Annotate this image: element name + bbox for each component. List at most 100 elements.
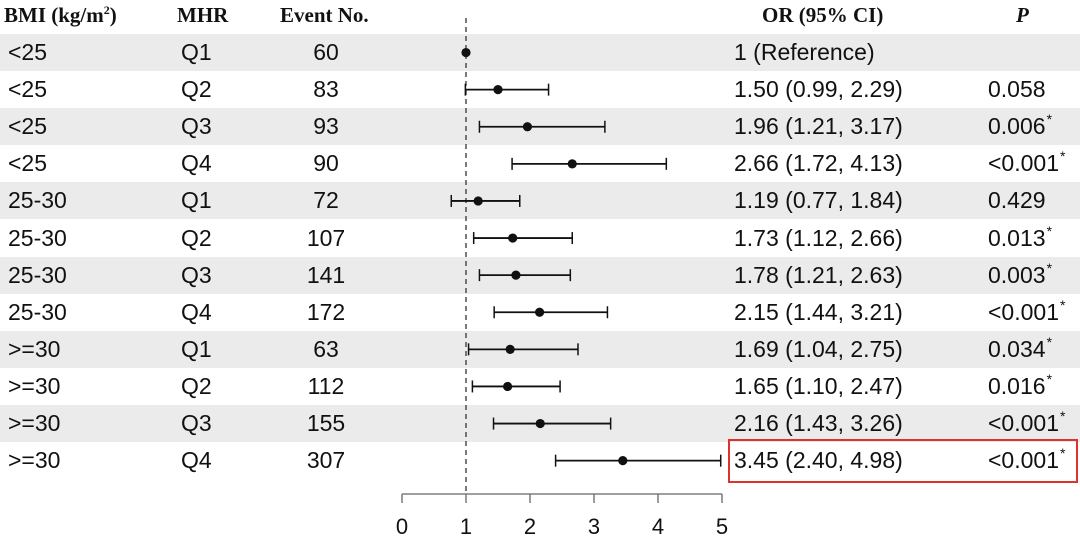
p-value-text: 0.013: [988, 224, 1046, 251]
event-count-cell: 141: [306, 261, 346, 288]
bmi-cell: 25-30: [8, 224, 67, 251]
bmi-cell: 25-30: [8, 261, 67, 288]
mhr-cell: Q4: [181, 298, 212, 325]
or-ci-cell: 1.78 (1.21, 2.63): [734, 261, 903, 288]
significance-marker: *: [1060, 445, 1066, 462]
p-value-cell: 0.016*: [988, 368, 1052, 405]
x-tick-label: 0: [396, 514, 408, 539]
or-point: [493, 85, 503, 95]
bmi-cell: <25: [8, 76, 48, 103]
event-count-cell: 107: [306, 224, 346, 251]
event-count-cell: 155: [306, 410, 346, 436]
x-tick-label: 1: [460, 514, 472, 539]
or-ci-cell: 2.16 (1.43, 3.26): [734, 410, 903, 436]
mhr-cell: Q3: [181, 410, 212, 436]
p-value-text: 0.003: [988, 261, 1046, 288]
or-point: [508, 233, 518, 243]
p-value-text: <0.001: [988, 150, 1059, 177]
p-value-text: <0.001: [988, 410, 1059, 436]
event-count-cell: 172: [306, 298, 346, 325]
mhr-cell: Q3: [181, 113, 212, 140]
significance-marker: *: [1046, 370, 1053, 387]
mhr-cell: Q1: [181, 335, 212, 362]
event-count-cell: 60: [313, 39, 339, 65]
p-value-cell: 0.006*: [988, 108, 1052, 145]
or-point: [535, 418, 545, 429]
p-value-cell: <0.001*: [988, 442, 1065, 479]
bmi-cell: 25-30: [8, 187, 67, 214]
significance-marker: *: [1060, 296, 1066, 313]
bmi-cell: <25: [8, 113, 48, 140]
p-value-text: <0.001: [988, 298, 1059, 325]
or-point: [511, 270, 521, 280]
mhr-cell: Q4: [181, 150, 212, 177]
event-count-cell: 83: [313, 76, 339, 103]
p-value-text: 0.034: [988, 335, 1046, 362]
p-value-text: 0.058: [988, 76, 1046, 103]
or-point: [522, 122, 533, 132]
or-ci-cell: 1.73 (1.12, 2.66): [734, 224, 903, 251]
p-value-cell: 0.003*: [988, 257, 1052, 294]
bmi-cell: >=30: [8, 372, 61, 399]
p-value-cell: 0.034*: [988, 331, 1052, 368]
p-value-text: 0.006: [988, 113, 1046, 140]
x-tick-label: 4: [652, 514, 664, 539]
mhr-cell: Q1: [181, 187, 212, 214]
mhr-cell: Q1: [181, 39, 212, 65]
header-bmi: BMI (kg/m2): [4, 3, 117, 27]
significance-marker: *: [1046, 111, 1053, 128]
header-p-value: P: [1016, 3, 1029, 27]
mhr-cell: Q3: [181, 261, 212, 288]
p-value-cell: 0.013*: [988, 220, 1052, 257]
p-value-cell: <0.001*: [988, 145, 1065, 182]
significance-marker: *: [1060, 148, 1066, 165]
p-value-cell: <0.001*: [988, 294, 1065, 331]
p-value-text: 0.016: [988, 372, 1046, 399]
event-count-cell: 63: [313, 335, 339, 362]
or-ci-cell: 1.19 (0.77, 1.84): [734, 187, 903, 214]
p-value-cell: 0.058: [988, 71, 1046, 108]
row-stripe: [0, 182, 1080, 220]
significance-marker: *: [1046, 333, 1053, 350]
p-value-text: <0.001: [988, 447, 1059, 474]
bmi-cell: 25-30: [8, 298, 67, 325]
or-point: [461, 47, 471, 58]
mhr-cell: Q2: [181, 76, 212, 103]
p-value-text: 0.429: [988, 187, 1046, 214]
x-tick-label: 5: [716, 514, 728, 539]
or-ci-cell: 2.15 (1.44, 3.21): [734, 298, 903, 325]
event-count-cell: 112: [307, 372, 345, 399]
p-value-cell: <0.001*: [988, 405, 1065, 442]
event-count-cell: 307: [306, 447, 346, 474]
x-tick-label: 2: [524, 514, 536, 539]
or-point: [567, 159, 577, 169]
or-ci-cell: 2.66 (1.72, 4.13): [734, 150, 903, 177]
bmi-cell: <25: [8, 150, 48, 177]
event-count-cell: 90: [313, 150, 339, 177]
mhr-cell: Q4: [181, 447, 212, 474]
header-mhr: MHR: [177, 3, 229, 27]
mhr-cell: Q2: [181, 372, 212, 399]
bmi-cell: >=30: [8, 447, 61, 474]
event-count-cell: 72: [313, 187, 339, 214]
or-point: [618, 456, 628, 466]
or-ci-cell: 1.65 (1.10, 2.47): [734, 372, 903, 399]
event-count-cell: 93: [313, 113, 339, 140]
or-point: [503, 381, 513, 392]
or-point: [473, 196, 483, 206]
p-value-cell: 0.429: [988, 182, 1046, 219]
bmi-cell: >=30: [8, 335, 61, 362]
x-tick-label: 3: [588, 514, 600, 539]
or-ci-cell: 1 (Reference): [734, 39, 875, 65]
or-ci-cell: 1.96 (1.21, 3.17): [734, 113, 903, 140]
or-ci-cell: 1.69 (1.04, 2.75): [734, 335, 903, 362]
row-stripe: [0, 34, 1080, 71]
or-ci-cell: 1.50 (0.99, 2.29): [734, 76, 903, 103]
bmi-cell: <25: [8, 39, 48, 65]
or-ci-cell: 3.45 (2.40, 4.98): [734, 447, 903, 474]
bmi-cell: >=30: [8, 410, 61, 436]
highlight-box: [728, 439, 1078, 484]
or-point: [535, 307, 545, 317]
